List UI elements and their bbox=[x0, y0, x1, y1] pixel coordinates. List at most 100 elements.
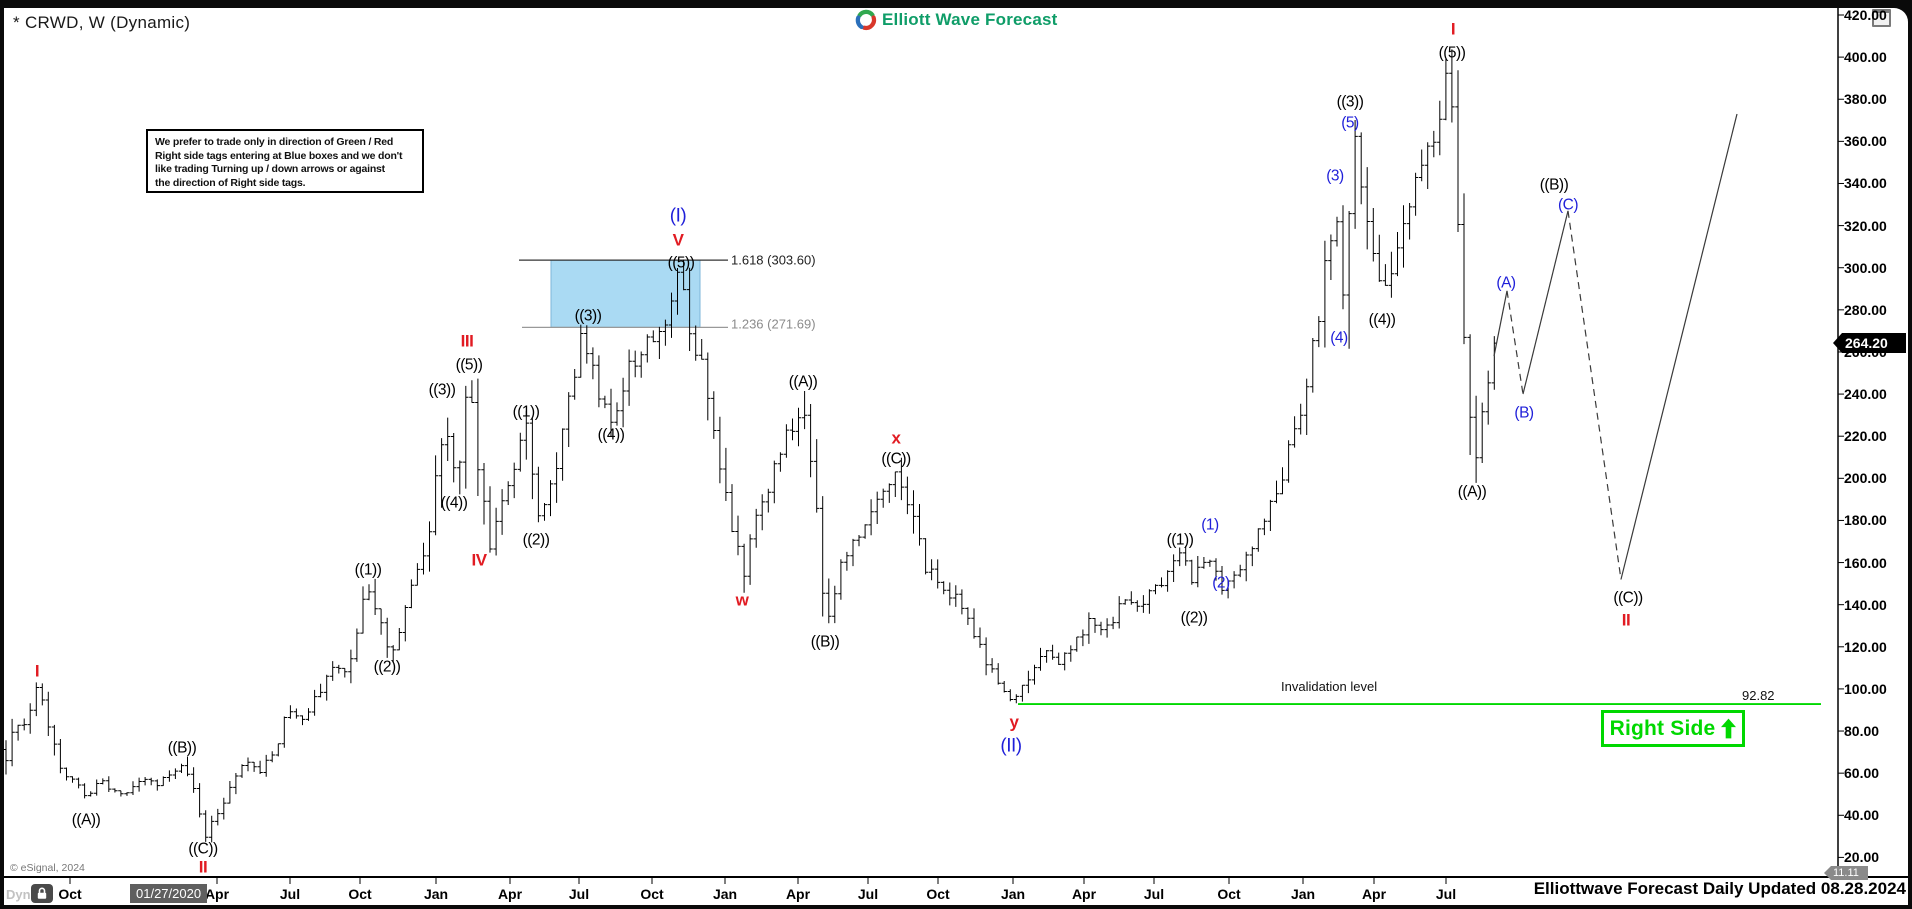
fib-extension-label-1618: 1.618 (303.60) bbox=[731, 252, 816, 268]
dyn-mode-label: Dyn bbox=[6, 887, 31, 902]
month-label: Jul bbox=[857, 886, 879, 902]
wave-label: w bbox=[735, 590, 749, 610]
date-badge[interactable]: 01/27/2020 bbox=[130, 884, 208, 903]
price-tick: 180.00 bbox=[1844, 512, 1887, 529]
wave-label: ((3)) bbox=[428, 381, 456, 399]
lock-icon bbox=[37, 887, 47, 899]
wave-label: II bbox=[198, 857, 208, 877]
month-label: Oct bbox=[1217, 886, 1241, 902]
wave-label: ((A)) bbox=[1457, 483, 1487, 501]
price-tick: 240.00 bbox=[1844, 386, 1887, 403]
price-tick: 420.00 bbox=[1844, 7, 1887, 23]
forecast-path bbox=[1506, 290, 1524, 395]
month-label: Jan bbox=[1290, 886, 1316, 902]
wave-label: (II) bbox=[1000, 735, 1022, 757]
month-label: Apr bbox=[1361, 886, 1387, 902]
wave-label: ((2)) bbox=[1180, 609, 1208, 627]
wave-label: ((2)) bbox=[373, 658, 401, 676]
price-tick: 60.00 bbox=[1844, 765, 1880, 782]
month-label: Jul bbox=[568, 886, 590, 902]
price-tick: 380.00 bbox=[1844, 91, 1887, 108]
price-tick: 160.00 bbox=[1844, 554, 1887, 571]
current-price-badge: 264.20 bbox=[1833, 333, 1906, 353]
price-tick: 320.00 bbox=[1844, 217, 1887, 234]
month-label: Oct bbox=[348, 886, 372, 902]
invalidation-label: Invalidation level bbox=[1281, 679, 1378, 694]
month-label: Jan bbox=[1000, 886, 1026, 902]
wave-label: ((4)) bbox=[1368, 311, 1396, 329]
month-label: Jan bbox=[423, 886, 449, 902]
wave-label: ((4)) bbox=[597, 426, 625, 444]
price-tick: 40.00 bbox=[1844, 807, 1880, 824]
indicator-value-badge: 11.11 bbox=[1824, 866, 1868, 880]
wave-label: ((A)) bbox=[71, 811, 101, 829]
wave-label: ((2)) bbox=[522, 531, 550, 549]
price-tick: 340.00 bbox=[1844, 175, 1887, 192]
price-bars bbox=[3, 49, 1497, 843]
wave-label: (2) bbox=[1212, 574, 1230, 592]
price-tick: 140.00 bbox=[1844, 596, 1887, 613]
symbol-title: * CRWD, W (Dynamic) bbox=[13, 13, 191, 32]
wave-label: IV bbox=[471, 550, 487, 570]
wave-label: ((B)) bbox=[810, 633, 840, 651]
month-label: Jan bbox=[712, 886, 738, 902]
wave-label: ((C)) bbox=[881, 450, 911, 468]
wave-label: ((C)) bbox=[1613, 589, 1643, 607]
month-label: Oct bbox=[58, 886, 82, 902]
month-label: Oct bbox=[926, 886, 950, 902]
price-tick: 280.00 bbox=[1844, 301, 1887, 318]
wave-label: III bbox=[460, 331, 474, 351]
blue-box bbox=[550, 259, 701, 328]
right-side-tag: Right Side bbox=[1601, 710, 1745, 747]
price-tick: 220.00 bbox=[1844, 428, 1887, 445]
price-tick: 20.00 bbox=[1844, 849, 1880, 866]
price-tick: 200.00 bbox=[1844, 470, 1887, 487]
wave-label: I bbox=[34, 661, 40, 681]
brand-logo: Elliott Wave Forecast bbox=[855, 9, 1058, 31]
wave-label: ((5)) bbox=[667, 254, 695, 272]
forecast-path bbox=[1620, 113, 1738, 580]
wave-label: ((4)) bbox=[440, 494, 468, 512]
wave-label: (3) bbox=[1326, 167, 1344, 185]
wave-label: ((1)) bbox=[354, 561, 382, 579]
month-label: Jul bbox=[279, 886, 301, 902]
wave-label: ((C)) bbox=[188, 840, 218, 858]
price-tick: 80.00 bbox=[1844, 723, 1880, 740]
restore-window-icon[interactable] bbox=[1872, 9, 1891, 27]
price-tick: 300.00 bbox=[1844, 259, 1887, 276]
wave-label: ((B)) bbox=[1539, 176, 1569, 194]
month-label: Apr bbox=[785, 886, 811, 902]
price-tick: 360.00 bbox=[1844, 133, 1887, 150]
forecast-path bbox=[1567, 210, 1622, 580]
wave-label: (I) bbox=[669, 205, 687, 227]
lock-button[interactable] bbox=[31, 884, 53, 903]
wave-label: II bbox=[1621, 610, 1631, 630]
month-label: Apr bbox=[1071, 886, 1097, 902]
brand-name: Elliott Wave Forecast bbox=[882, 10, 1058, 29]
month-label: Apr bbox=[204, 886, 230, 902]
wave-label: (A) bbox=[1496, 274, 1516, 292]
wave-label: V bbox=[672, 230, 684, 250]
wave-label: I bbox=[1450, 19, 1456, 39]
forecast-path bbox=[1493, 290, 1508, 357]
month-label: Jul bbox=[1435, 886, 1457, 902]
wave-label: y bbox=[1009, 712, 1019, 732]
wave-label: (B) bbox=[1514, 404, 1534, 422]
wave-label: ((1)) bbox=[512, 403, 540, 421]
forecast-path bbox=[1522, 210, 1569, 395]
price-tick: 100.00 bbox=[1844, 680, 1887, 697]
trading-note: We prefer to trade only in direction of … bbox=[146, 129, 424, 193]
wave-label: ((B)) bbox=[167, 739, 197, 757]
wave-label: x bbox=[891, 428, 901, 448]
updated-banner: Elliottwave Forecast Daily Updated 08.28… bbox=[1533, 879, 1906, 898]
wave-label: ((3)) bbox=[1336, 93, 1364, 111]
swirl-logo-icon bbox=[855, 9, 877, 31]
invalidation-price: 92.82 bbox=[1742, 688, 1775, 703]
month-label: Jul bbox=[1143, 886, 1165, 902]
copyright: © eSignal, 2024 bbox=[10, 862, 85, 874]
price-tick: 400.00 bbox=[1844, 49, 1887, 66]
price-tick: 120.00 bbox=[1844, 638, 1887, 655]
wave-label: ((5)) bbox=[455, 356, 483, 374]
